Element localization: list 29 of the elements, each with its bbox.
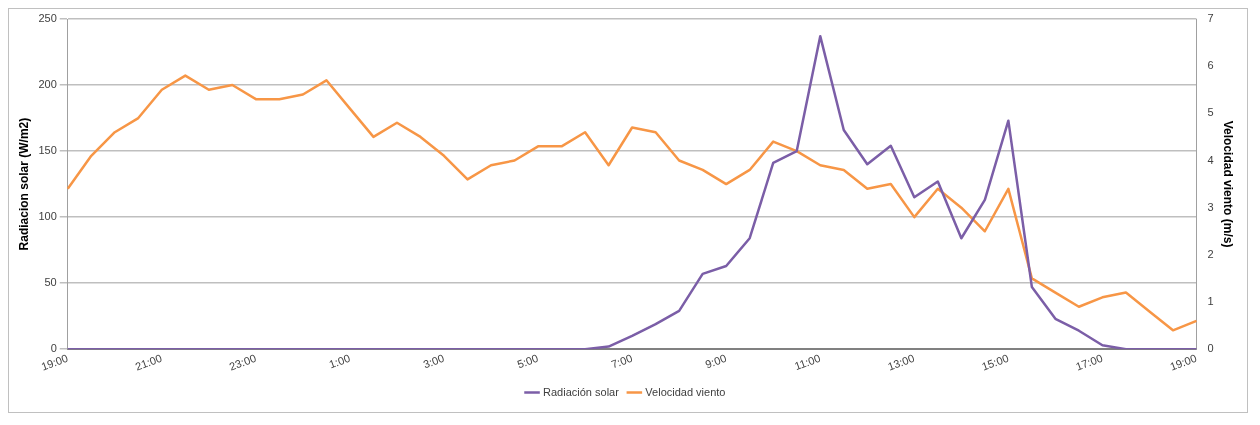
y2-tick-label: 5 — [1207, 106, 1214, 119]
y-tick-label: 150 — [38, 144, 57, 157]
x-tick-label: 23:00 — [227, 351, 258, 373]
y-axis-title: Radiacion solar (W/m2) — [16, 117, 31, 251]
y2-axis-title: Velocidad viento (m/s) — [1221, 120, 1236, 248]
x-tick-label: 9:00 — [703, 351, 728, 371]
x-tick-label: 21:00 — [133, 351, 164, 373]
x-tick-label: 19:00 — [1168, 351, 1199, 373]
x-tick-label: 3:00 — [421, 351, 446, 371]
legend-label: Radiación solar — [543, 385, 620, 398]
x-tick-label: 13:00 — [886, 351, 917, 373]
x-tick-label: 11:00 — [792, 351, 822, 373]
legend-label: Velocidad viento — [645, 385, 726, 398]
y2-tick-label: 2 — [1207, 247, 1214, 260]
x-tick-label: 7:00 — [609, 351, 634, 371]
y2-tick-label: 0 — [1207, 342, 1214, 355]
x-tick-label: 15:00 — [980, 351, 1011, 373]
x-tick-label: 17:00 — [1074, 351, 1105, 373]
x-tick-label: 5:00 — [515, 351, 540, 371]
y2-tick-label: 1 — [1207, 295, 1214, 308]
y2-tick-label: 7 — [1207, 12, 1214, 25]
y2-tick-label: 4 — [1207, 153, 1214, 166]
y-tick-label: 200 — [38, 78, 57, 91]
y-tick-label: 250 — [38, 12, 57, 25]
y-tick-label: 100 — [38, 210, 57, 223]
x-tick-label: 1:00 — [327, 351, 352, 371]
y2-tick-label: 3 — [1207, 200, 1214, 213]
y-tick-label: 50 — [44, 276, 57, 289]
y2-tick-label: 6 — [1207, 59, 1214, 72]
